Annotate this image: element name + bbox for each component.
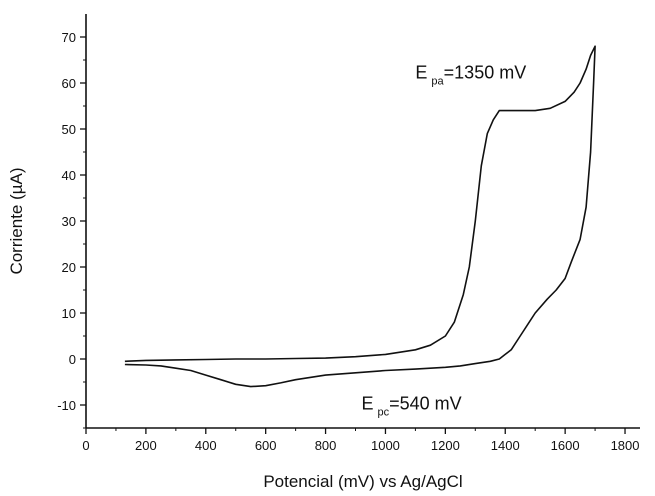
x-tick-label-800: 800 (315, 438, 337, 453)
x-ticks: 0 200 400 600 800 1000 1200 1400 1600 1800 (82, 428, 639, 453)
x-tick-label-0: 0 (82, 438, 89, 453)
annotation-value: =540 mV (389, 394, 462, 414)
x-axis-title: Potencial (mV) vs Ag/AgCl (263, 472, 462, 491)
x-tick-label-1000: 1000 (371, 438, 400, 453)
y-axis-title: Corriente (µA) (7, 167, 26, 274)
annotation-base: E (415, 62, 427, 82)
x-tick-label-1400: 1400 (491, 438, 520, 453)
y-tick-label-20: 20 (62, 260, 76, 275)
x-tick-label-1800: 1800 (611, 438, 640, 453)
y-tick-label-60: 60 (62, 76, 76, 91)
y-tick-label-30: 30 (62, 214, 76, 229)
annotation-subscript: pc (378, 407, 390, 419)
y-ticks: -10 0 10 20 30 40 50 60 70 (57, 30, 86, 429)
x-tick-label-400: 400 (195, 438, 217, 453)
y-tick-label-50: 50 (62, 122, 76, 137)
annotation-subscript: pa (431, 75, 444, 87)
y-tick-label-0: 0 (69, 352, 76, 367)
annotation-value: =1350 mV (444, 62, 527, 82)
y-tick-label--10: -10 (57, 398, 76, 413)
y-tick-label-10: 10 (62, 306, 76, 321)
y-tick-label-70: 70 (62, 30, 76, 45)
cv-curve (124, 45, 596, 388)
x-tick-label-200: 200 (135, 438, 157, 453)
x-tick-label-1600: 1600 (551, 438, 580, 453)
annotation-base: E (362, 394, 374, 414)
x-tick-label-1200: 1200 (431, 438, 460, 453)
y-tick-label-40: 40 (62, 168, 76, 183)
axes-frame (85, 14, 640, 429)
x-tick-label-600: 600 (255, 438, 277, 453)
